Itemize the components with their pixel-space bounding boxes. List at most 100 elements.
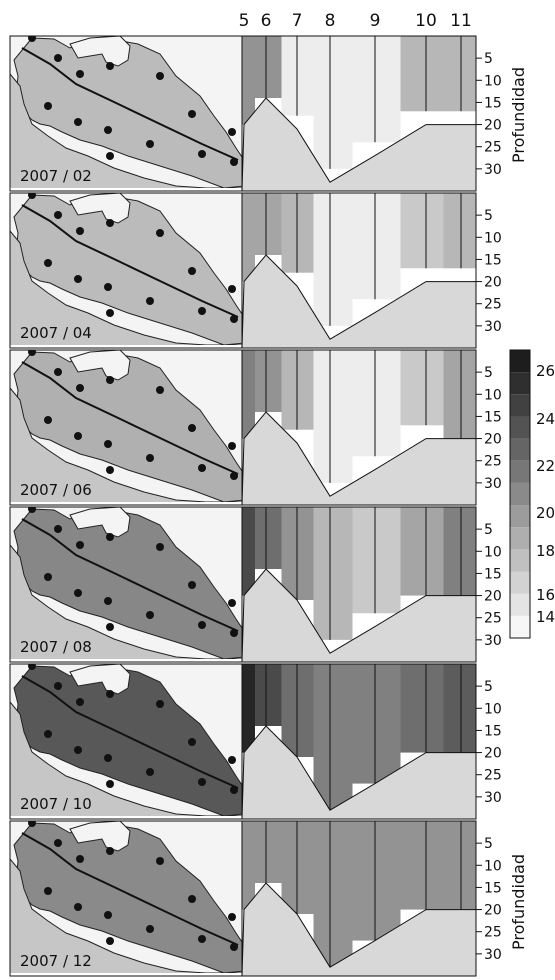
map	[10, 821, 242, 973]
panel-date-label: 2007 / 06	[20, 481, 92, 499]
depth-tick: 5	[484, 522, 493, 538]
station-marker	[76, 227, 84, 235]
panel-date-label: 2007 / 10	[20, 795, 92, 813]
top-tick: 10	[415, 11, 437, 31]
depth-tick: 5	[484, 208, 493, 224]
section-cell	[400, 193, 444, 269]
section-cell	[352, 36, 401, 143]
station-marker	[198, 621, 206, 629]
station-marker	[228, 599, 236, 607]
depth-tick: 25	[484, 454, 502, 470]
station-marker	[198, 150, 206, 158]
depth-tick: 15	[484, 95, 502, 111]
colorbar-swatch	[510, 438, 530, 461]
depth-tick: 25	[484, 768, 502, 784]
colorbar-tick: 22	[536, 457, 555, 475]
station-marker	[230, 943, 238, 951]
station-marker	[106, 847, 114, 855]
depth-tick: 25	[484, 140, 502, 156]
top-tick: 9	[370, 11, 381, 31]
colorbar-tick: 24	[536, 410, 555, 428]
station-marker	[44, 416, 52, 424]
depth-axis-title: Profundidad	[509, 67, 528, 163]
section-cell	[352, 193, 401, 300]
colorbar-tick: 14	[536, 608, 555, 626]
station-marker	[104, 440, 112, 448]
depth-tick: 20	[484, 275, 502, 291]
station-marker	[54, 525, 62, 533]
section-cell	[242, 507, 255, 596]
colorbar-swatch	[510, 372, 530, 395]
station-marker	[156, 386, 164, 394]
station-marker	[106, 690, 114, 698]
station-marker	[106, 623, 114, 631]
station-marker	[228, 442, 236, 450]
station-marker	[228, 128, 236, 136]
panels: 2007 / 02 5 10 15 20 25 30 2007 / 04 5 10 15 20 25 30…	[9, 35, 502, 977]
colorbar-swatch	[510, 615, 530, 638]
depth-section: 5 10 15 20 25 30	[241, 35, 502, 192]
section-cell	[313, 664, 353, 811]
section-cell	[242, 821, 255, 910]
station-marker	[28, 664, 36, 670]
panel: 2007 / 02 5 10 15 20 25 30	[9, 35, 502, 192]
depth-tick: 20	[484, 118, 502, 134]
section-cell	[443, 821, 476, 910]
station-marker	[28, 507, 36, 513]
section-cell	[255, 664, 282, 726]
map	[10, 193, 242, 345]
depth-tick: 25	[484, 297, 502, 313]
station-marker	[146, 140, 154, 148]
station-marker	[44, 259, 52, 267]
panel-date-label: 2007 / 02	[20, 167, 92, 185]
depth-section: 5 10 15 20 25 30	[241, 506, 502, 663]
section-cell	[242, 350, 255, 439]
depth-tick: 20	[484, 589, 502, 605]
station-marker	[156, 72, 164, 80]
station-marker	[44, 730, 52, 738]
section-cell	[400, 821, 444, 910]
colorbar-tick: 18	[536, 542, 555, 560]
station-marker	[228, 913, 236, 921]
station-marker	[198, 307, 206, 315]
colorbar-swatch	[510, 460, 530, 483]
station-marker	[76, 70, 84, 78]
station-marker	[76, 541, 84, 549]
station-marker	[188, 738, 196, 746]
depth-tick: 15	[484, 566, 502, 582]
station-marker	[146, 297, 154, 305]
depth-tick: 15	[484, 409, 502, 425]
depth-tick: 20	[484, 746, 502, 762]
station-marker	[230, 158, 238, 166]
station-marker	[76, 855, 84, 863]
station-marker	[54, 211, 62, 219]
station-marker	[146, 611, 154, 619]
depth-tick: 10	[484, 858, 502, 874]
colorbar-tick: 16	[536, 586, 555, 604]
station-marker	[156, 229, 164, 237]
station-marker	[106, 219, 114, 227]
station-marker	[156, 857, 164, 865]
section-cell	[352, 821, 401, 941]
station-marker	[230, 629, 238, 637]
map	[10, 350, 242, 502]
section-cell	[352, 664, 401, 784]
station-marker	[228, 285, 236, 293]
station-marker	[106, 780, 114, 788]
map	[10, 664, 242, 816]
station-marker	[106, 309, 114, 317]
depth-tick: 30	[484, 162, 502, 178]
depth-section: 5 10 15 20 25 30	[241, 663, 502, 820]
station-marker	[54, 839, 62, 847]
section-cell	[313, 193, 353, 326]
station-marker	[104, 283, 112, 291]
section-cell	[443, 193, 476, 269]
top-tick: 7	[292, 11, 303, 31]
station-marker	[188, 267, 196, 275]
panel: 2007 / 06 5 10 15 20 25 30	[9, 349, 502, 506]
station-marker	[54, 368, 62, 376]
map	[10, 507, 242, 659]
depth-axis-title: Profundidad	[509, 854, 528, 950]
depth-section: 5 10 15 20 25 30	[241, 349, 502, 506]
